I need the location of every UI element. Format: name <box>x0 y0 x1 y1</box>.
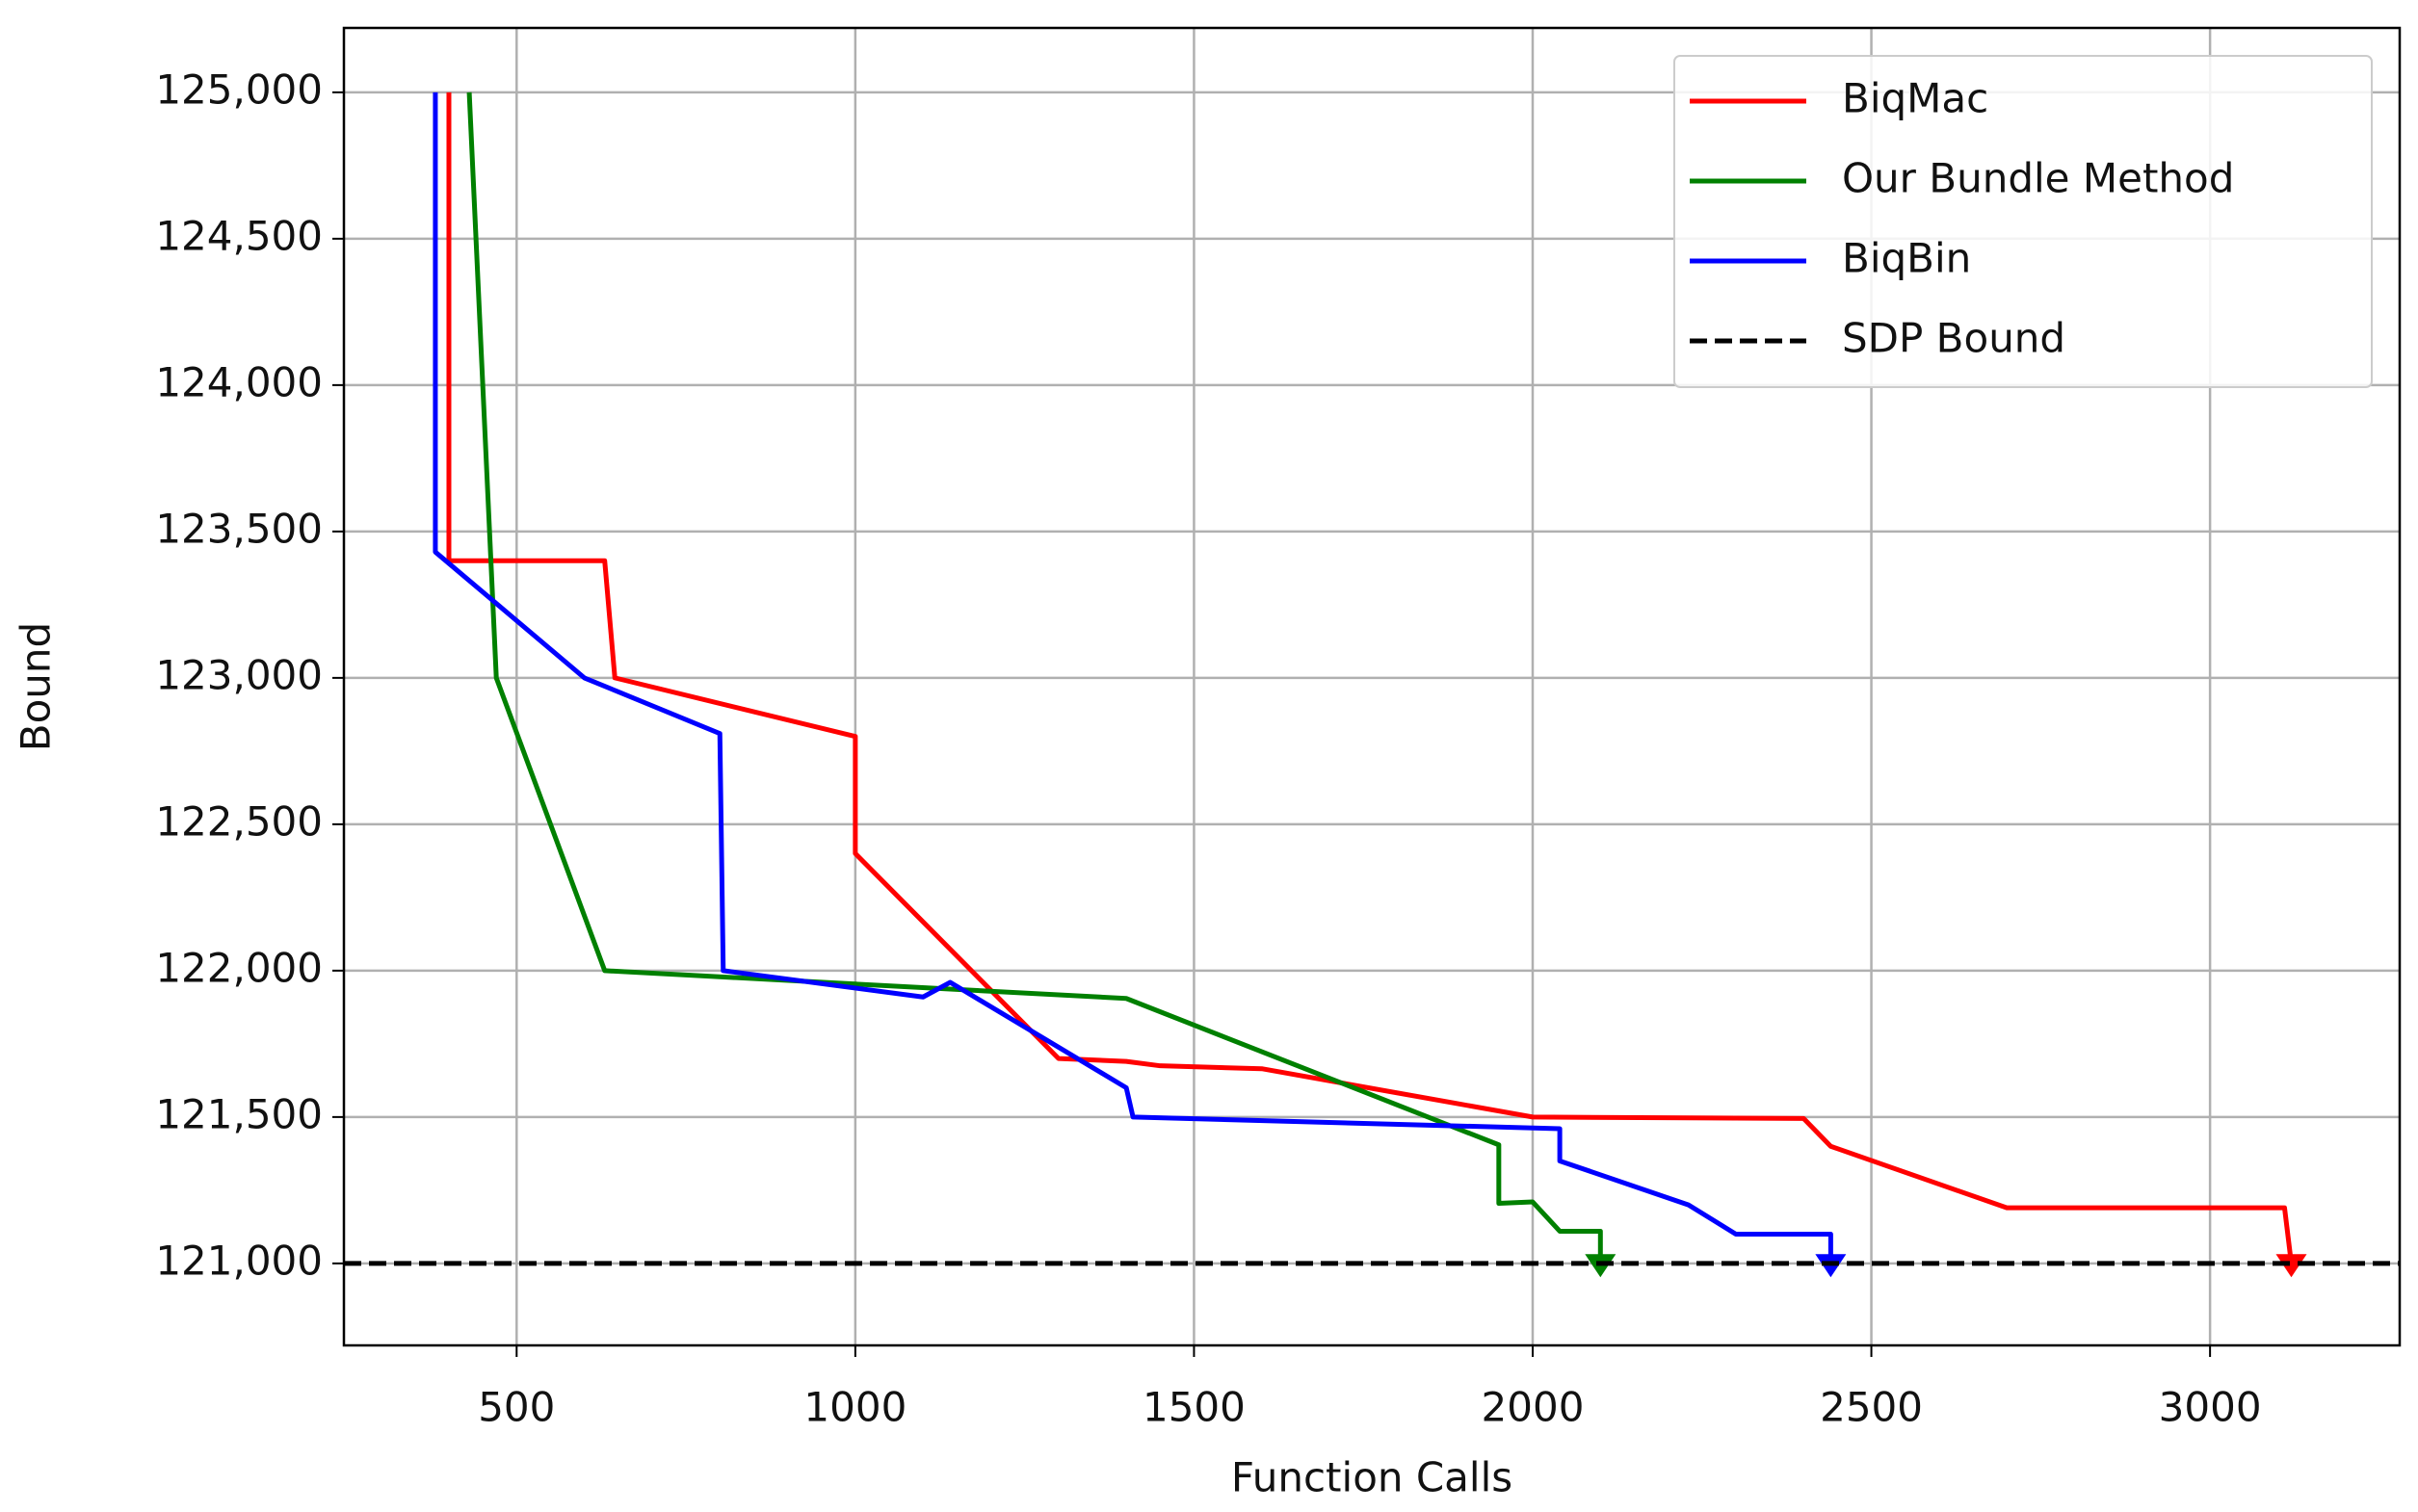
line <box>466 91 1603 1264</box>
x-tick-label: 2500 <box>1820 1384 1923 1431</box>
end-marker <box>2275 1254 2307 1278</box>
line <box>446 91 2294 1264</box>
y-tick-label: 121,000 <box>155 1237 323 1284</box>
x-tick-label: 3000 <box>2159 1384 2262 1431</box>
y-tick-label: 124,000 <box>155 358 323 405</box>
legend-label: BiqBin <box>1842 235 1971 282</box>
y-tick-label: 122,000 <box>155 944 323 991</box>
x-axis-label: Function Calls <box>1231 1454 1512 1501</box>
x-tick-label: 1500 <box>1143 1384 1246 1431</box>
y-tick-label: 125,000 <box>155 65 323 113</box>
line <box>433 91 1833 1264</box>
y-tick-label: 123,000 <box>155 651 323 698</box>
y-tick-label: 122,500 <box>155 797 323 845</box>
y-tick-label: 121,500 <box>155 1090 323 1137</box>
y-tick-label: 123,500 <box>155 505 323 552</box>
legend-label: SDP Bound <box>1842 315 2065 362</box>
legend-box <box>1673 55 2373 388</box>
x-tick-label: 500 <box>478 1384 555 1431</box>
plot-frame <box>342 26 2402 1347</box>
y-tick-label: 124,500 <box>155 212 323 259</box>
y-axis-label: Bound <box>13 622 60 751</box>
x-tick-label: 2000 <box>1482 1384 1585 1431</box>
x-tick-label: 1000 <box>803 1384 907 1431</box>
legend-label: BiqMac <box>1842 75 1988 122</box>
legend-label: Our Bundle Method <box>1842 155 2234 202</box>
